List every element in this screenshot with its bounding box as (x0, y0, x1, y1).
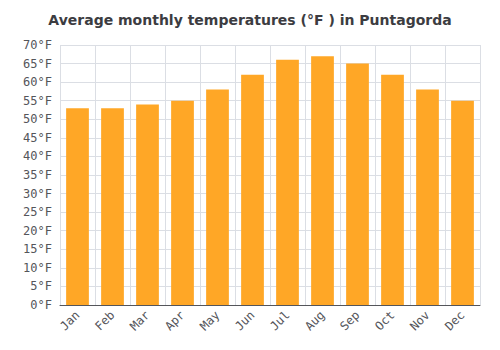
svg-text:50°F: 50°F (23, 112, 52, 126)
svg-text:0°F: 0°F (30, 298, 52, 312)
svg-text:65°F: 65°F (23, 57, 52, 71)
svg-text:Sep: Sep (337, 308, 362, 333)
svg-text:45°F: 45°F (23, 131, 52, 145)
svg-text:Dec: Dec (442, 308, 467, 333)
svg-text:30°F: 30°F (23, 187, 52, 201)
svg-text:Average monthly temperatures (: Average monthly temperatures (°F ) in Pu… (48, 12, 451, 28)
svg-text:Aug: Aug (302, 308, 327, 333)
svg-text:Feb: Feb (92, 308, 117, 333)
svg-text:Jul: Jul (267, 308, 292, 333)
svg-text:Jan: Jan (57, 308, 82, 333)
svg-text:Nov: Nov (407, 308, 432, 333)
svg-text:35°F: 35°F (23, 168, 52, 182)
svg-text:May: May (197, 308, 222, 333)
svg-text:55°F: 55°F (23, 94, 52, 108)
svg-text:40°F: 40°F (23, 149, 52, 163)
svg-text:Oct: Oct (372, 308, 397, 333)
svg-text:Jun: Jun (232, 308, 257, 333)
svg-text:10°F: 10°F (23, 261, 52, 275)
svg-text:15°F: 15°F (23, 242, 52, 256)
svg-text:60°F: 60°F (23, 75, 52, 89)
svg-text:5°F: 5°F (30, 279, 52, 293)
svg-text:70°F: 70°F (23, 38, 52, 52)
svg-text:20°F: 20°F (23, 224, 52, 238)
svg-text:Mar: Mar (127, 308, 152, 333)
svg-text:25°F: 25°F (23, 205, 52, 219)
svg-text:Apr: Apr (162, 308, 187, 333)
